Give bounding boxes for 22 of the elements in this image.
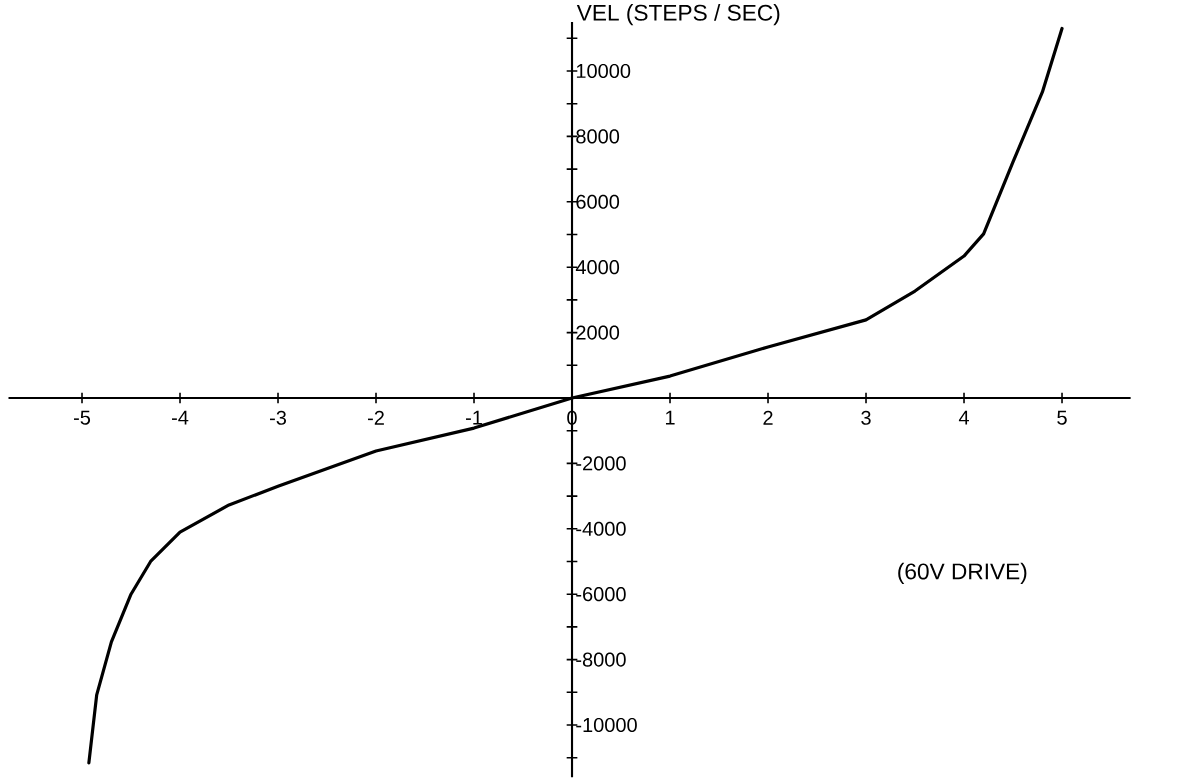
x-tick-label: -1 <box>466 410 482 425</box>
x-tick-label: -4 <box>172 410 189 425</box>
y-tick-label: 8000 <box>576 129 620 144</box>
x-tick-label: 5 <box>1057 410 1067 425</box>
x-tick-label: -5 <box>73 410 91 425</box>
x-tick-label: -2 <box>368 410 384 425</box>
x-tick-label: -3 <box>270 410 287 425</box>
y-tick-label: -10000 <box>576 717 637 733</box>
y-tick-label: -6000 <box>576 587 626 602</box>
y-tick-label: -4000 <box>576 521 626 536</box>
x-tick-label: 1 <box>665 410 675 425</box>
y-tick-label: -8000 <box>576 652 626 667</box>
y-tick-label: 10000 <box>576 63 631 79</box>
y-tick-label: -2000 <box>576 456 626 471</box>
x-tick-label: 3 <box>861 410 871 425</box>
y-tick-label: 6000 <box>576 194 620 209</box>
annotation: (60V DRIVE) <box>898 562 1027 584</box>
x-tick-label: 2 <box>763 410 773 425</box>
y-tick-label: 4000 <box>575 260 620 275</box>
x-tick-label: 4 <box>958 410 969 425</box>
y-axis-title: VEL (STEPS / SEC) <box>576 4 780 26</box>
y-tick-label: 2000 <box>576 325 620 340</box>
